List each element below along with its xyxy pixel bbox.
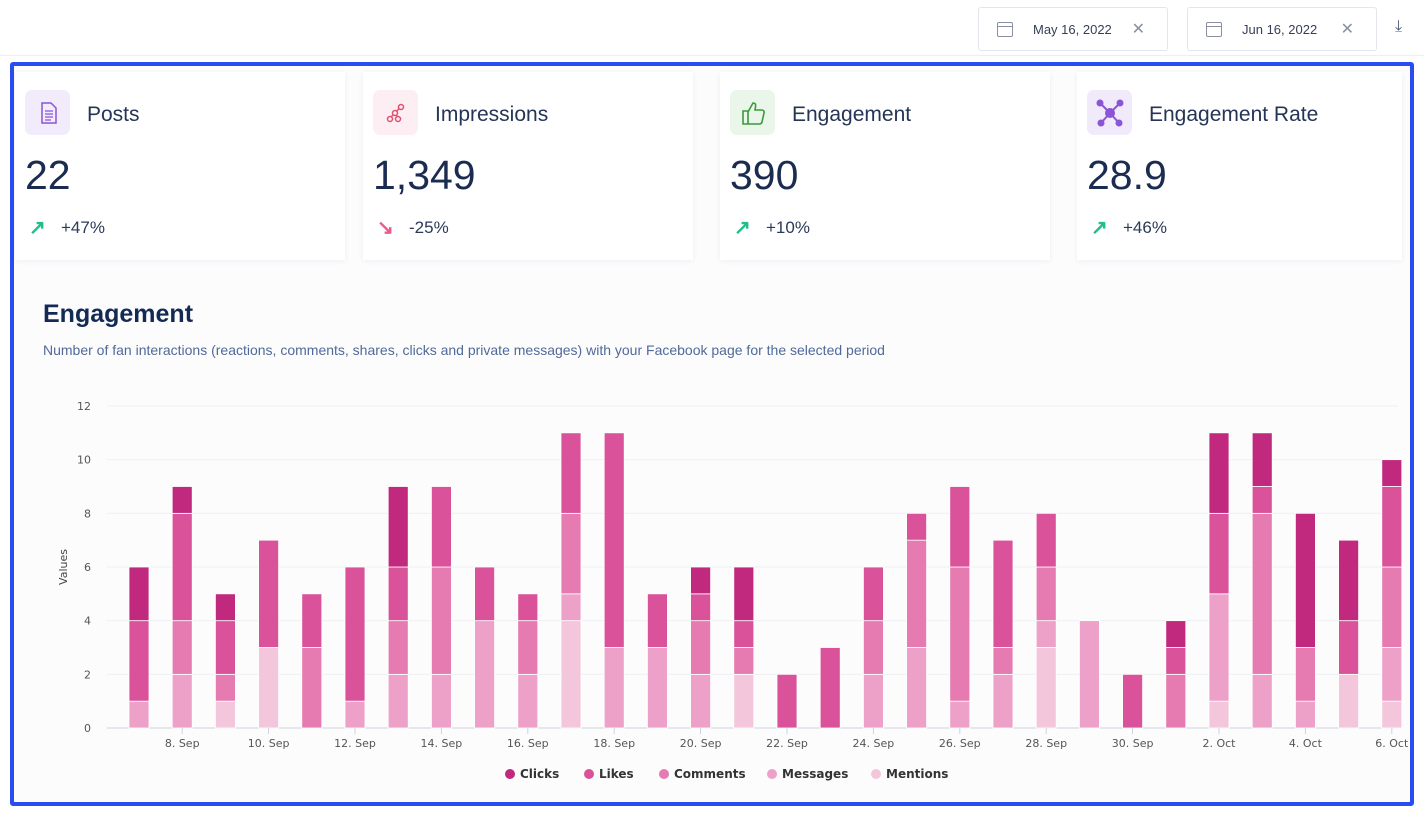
document-icon xyxy=(25,90,70,135)
stat-value: 1,349 xyxy=(373,152,476,198)
stat-change: -25% xyxy=(409,218,449,237)
top-bar: May 16, 2022 ✕ Jun 16, 2022 ✕ ⤓ xyxy=(0,0,1424,56)
section-subtitle: Number of fan interactions (reactions, c… xyxy=(43,342,885,358)
end-date-picker[interactable]: Jun 16, 2022 ✕ xyxy=(1187,7,1377,51)
trend-up-icon: ↗ xyxy=(29,217,46,239)
thumbs-up-icon xyxy=(730,90,775,135)
download-icon[interactable]: ⤓ xyxy=(1395,18,1403,35)
section-title: Engagement xyxy=(43,300,194,328)
stat-label: Impressions xyxy=(435,103,549,126)
stat-card-posts: Posts 22 ↗ +47% xyxy=(15,72,345,260)
stat-change: +10% xyxy=(766,218,810,237)
network-icon xyxy=(1087,90,1132,135)
share-nodes-icon xyxy=(373,90,418,135)
stat-value: 390 xyxy=(730,152,799,198)
stat-card-engagement: Engagement 390 ↗ +10% xyxy=(720,72,1050,260)
stat-value: 22 xyxy=(25,152,71,198)
stat-card-impressions: Impressions 1,349 ↘ -25% xyxy=(363,72,693,260)
stat-card-engagement-rate: Engagement Rate 28.9 ↗ +46% xyxy=(1077,72,1402,260)
stat-label: Engagement Rate xyxy=(1149,103,1319,126)
calendar-icon xyxy=(997,21,1013,37)
clear-start-date-icon[interactable]: ✕ xyxy=(1131,21,1145,38)
trend-up-icon: ↗ xyxy=(1091,217,1108,239)
start-date-picker[interactable]: May 16, 2022 ✕ xyxy=(978,7,1168,51)
stat-label: Engagement xyxy=(792,103,912,126)
clear-end-date-icon[interactable]: ✕ xyxy=(1340,21,1354,38)
stat-value: 28.9 xyxy=(1087,152,1167,198)
end-date-value: Jun 16, 2022 xyxy=(1242,21,1318,37)
stat-change: +47% xyxy=(61,218,105,237)
start-date-value: May 16, 2022 xyxy=(1033,21,1112,37)
calendar-icon xyxy=(1206,21,1222,37)
stat-label: Posts xyxy=(87,103,140,126)
trend-up-icon: ↗ xyxy=(734,217,751,239)
trend-down-icon: ↘ xyxy=(377,217,394,239)
stat-change: +46% xyxy=(1123,218,1167,237)
